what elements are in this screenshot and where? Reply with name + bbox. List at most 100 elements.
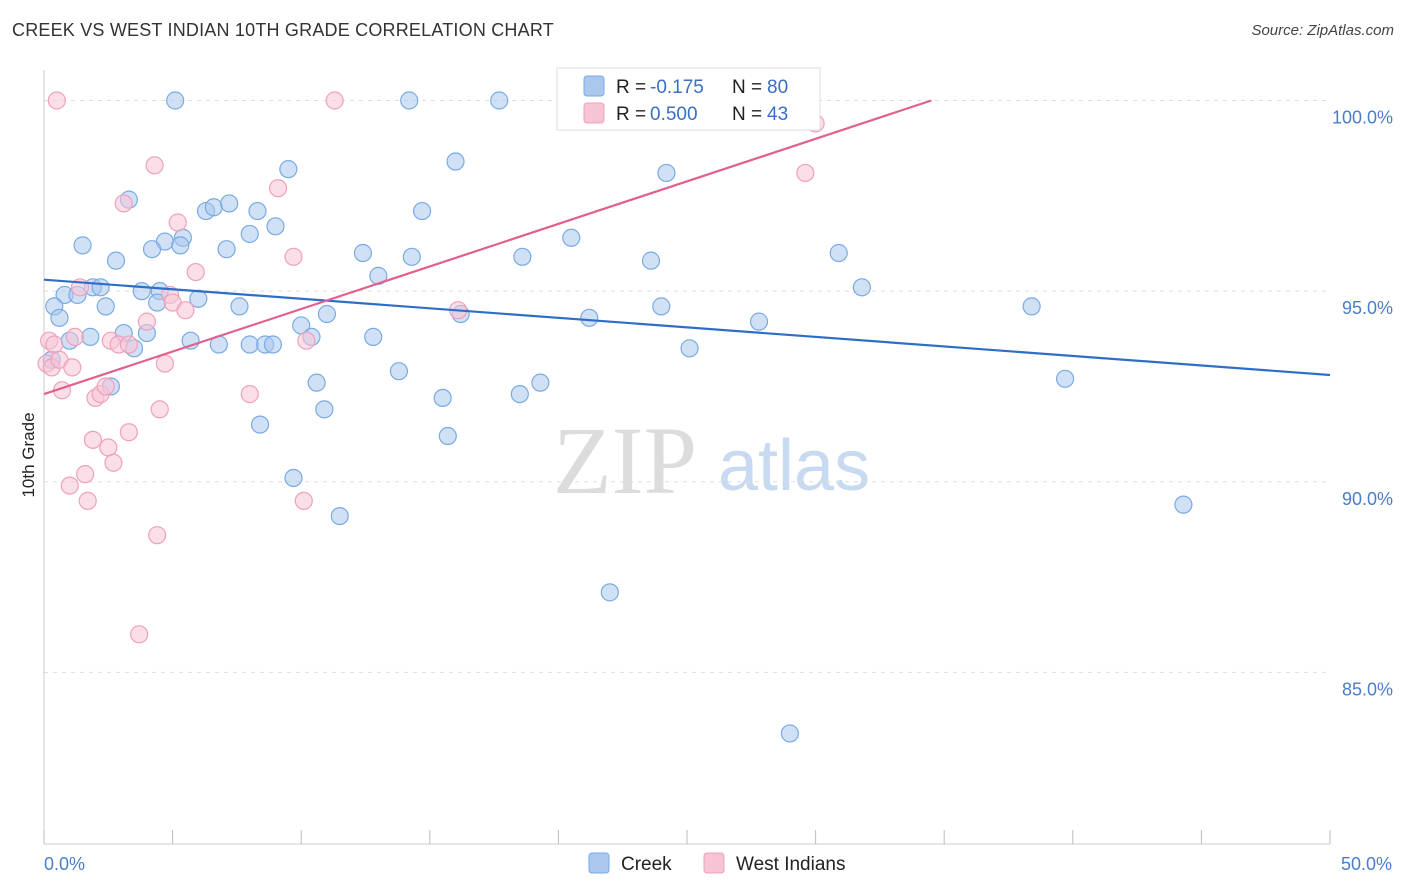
creek-point-24 <box>562 228 581 247</box>
creek-point-30 <box>829 243 848 263</box>
west-indians-point-38 <box>76 465 95 484</box>
west-indians-point-15 <box>137 312 156 331</box>
creek-n-value: 80 <box>767 77 788 98</box>
west-indians-r-label: R = <box>616 104 646 125</box>
west-indians-point-6 <box>268 179 288 198</box>
creek-point-34 <box>91 278 110 297</box>
creek-point-53 <box>81 327 100 346</box>
west-indians-point-7 <box>168 213 187 232</box>
creek-point-2 <box>490 91 509 110</box>
creek-series-label: Creek <box>621 854 672 875</box>
creek-point-63 <box>680 339 699 358</box>
west-indians-point-4 <box>796 163 815 183</box>
west-indians-point-32 <box>240 384 259 404</box>
creek-point-16 <box>240 224 259 244</box>
west-indians-n-label: N = <box>732 104 762 125</box>
west-indians-point-18 <box>65 327 84 346</box>
creek-point-68 <box>389 362 409 381</box>
creek-point-70 <box>1055 369 1075 388</box>
x-tick-label-1: 50.0% <box>1341 854 1392 874</box>
west-indians-point-22 <box>297 331 316 350</box>
creek-point-62 <box>364 327 383 346</box>
x-tick-label-0: 0.0% <box>44 854 85 874</box>
trend-lines <box>43 99 1331 396</box>
west-indians-point-34 <box>119 423 138 442</box>
west-indians-point-13 <box>176 301 195 320</box>
creek-r-label: R = <box>616 77 646 98</box>
creek-point-20 <box>171 236 190 255</box>
creek-point-77 <box>330 506 349 526</box>
creek-point-25 <box>353 243 373 263</box>
west-indians-points <box>37 91 825 644</box>
creek-point-67 <box>307 373 326 392</box>
west-indians-n-value: 43 <box>767 104 788 125</box>
west-indians-point-33 <box>150 400 169 419</box>
west-indians-trend-line <box>43 99 932 396</box>
west-indians-point-1 <box>47 91 66 110</box>
creek-point-58 <box>240 335 259 354</box>
watermark-zip: ZIP <box>553 407 697 514</box>
creek-point-15 <box>412 201 432 221</box>
creek-point-50 <box>652 297 671 316</box>
west-indians-point-8 <box>284 247 303 266</box>
stats-legend: R = -0.175 N = 80 R = 0.500 N = 43 <box>556 67 821 131</box>
west-indians-series-label: West Indians <box>736 854 845 875</box>
creek-point-9 <box>657 163 676 183</box>
creek-legend-swatch <box>583 75 605 97</box>
creek-point-8 <box>279 160 298 179</box>
creek-point-23 <box>73 236 92 255</box>
x-axis-tick-labels: 0.0% 50.0% <box>44 854 1392 874</box>
west-indians-point-35 <box>83 430 102 449</box>
west-indians-point-17 <box>45 335 64 354</box>
creek-point-0 <box>166 91 185 110</box>
west-indians-series-swatch <box>703 852 725 874</box>
creek-point-31 <box>852 278 871 297</box>
source-label: Source: ZipAtlas.com <box>1251 22 1394 39</box>
west-indians-legend-swatch <box>583 102 605 124</box>
creek-point-76 <box>284 468 303 488</box>
west-indians-r-value: 0.500 <box>650 104 698 125</box>
creek-point-80 <box>780 724 799 743</box>
creek-point-60 <box>263 335 283 354</box>
creek-point-46 <box>580 308 599 327</box>
series-legend: Creek West Indians <box>588 852 845 875</box>
west-indians-point-41 <box>294 491 313 510</box>
creek-point-7 <box>446 152 465 171</box>
creek-point-35 <box>132 282 151 301</box>
west-indians-point-26 <box>63 358 82 377</box>
creek-point-12 <box>204 198 223 217</box>
creek-point-75 <box>438 426 457 446</box>
x-axis-ticks <box>43 830 1331 844</box>
creek-point-44 <box>317 304 337 324</box>
creek-point-22 <box>217 240 236 259</box>
west-indians-point-27 <box>155 354 174 373</box>
creek-point-29 <box>106 251 126 270</box>
west-indians-point-42 <box>148 526 167 545</box>
west-indians-point-39 <box>60 476 79 495</box>
y-axis-tick-labels: 100.0% 95.0% 90.0% 85.0% <box>1332 108 1393 700</box>
creek-point-41 <box>96 297 115 316</box>
creek-point-21 <box>142 240 162 259</box>
watermark-atlas: atlas <box>718 426 870 506</box>
west-indians-point-5 <box>114 194 133 213</box>
y-tick-label-1: 95.0% <box>1342 298 1393 318</box>
creek-series-swatch <box>588 852 610 874</box>
creek-point-14 <box>248 201 267 221</box>
creek-point-17 <box>266 217 285 236</box>
creek-point-13 <box>220 194 239 213</box>
creek-n-label: N = <box>732 77 762 98</box>
creek-point-71 <box>433 388 452 408</box>
creek-r-value: -0.175 <box>650 77 704 98</box>
creek-point-69 <box>531 373 550 392</box>
creek-point-27 <box>513 247 532 266</box>
west-indians-point-37 <box>104 453 123 472</box>
y-tick-label-0: 100.0% <box>1332 108 1393 128</box>
west-indians-point-36 <box>99 438 118 457</box>
west-indians-point-40 <box>78 491 97 510</box>
west-indians-point-21 <box>119 335 138 354</box>
creek-point-49 <box>749 312 769 331</box>
y-tick-label-3: 85.0% <box>1342 679 1393 699</box>
grid-lines <box>44 100 1330 673</box>
creek-point-72 <box>510 384 529 404</box>
